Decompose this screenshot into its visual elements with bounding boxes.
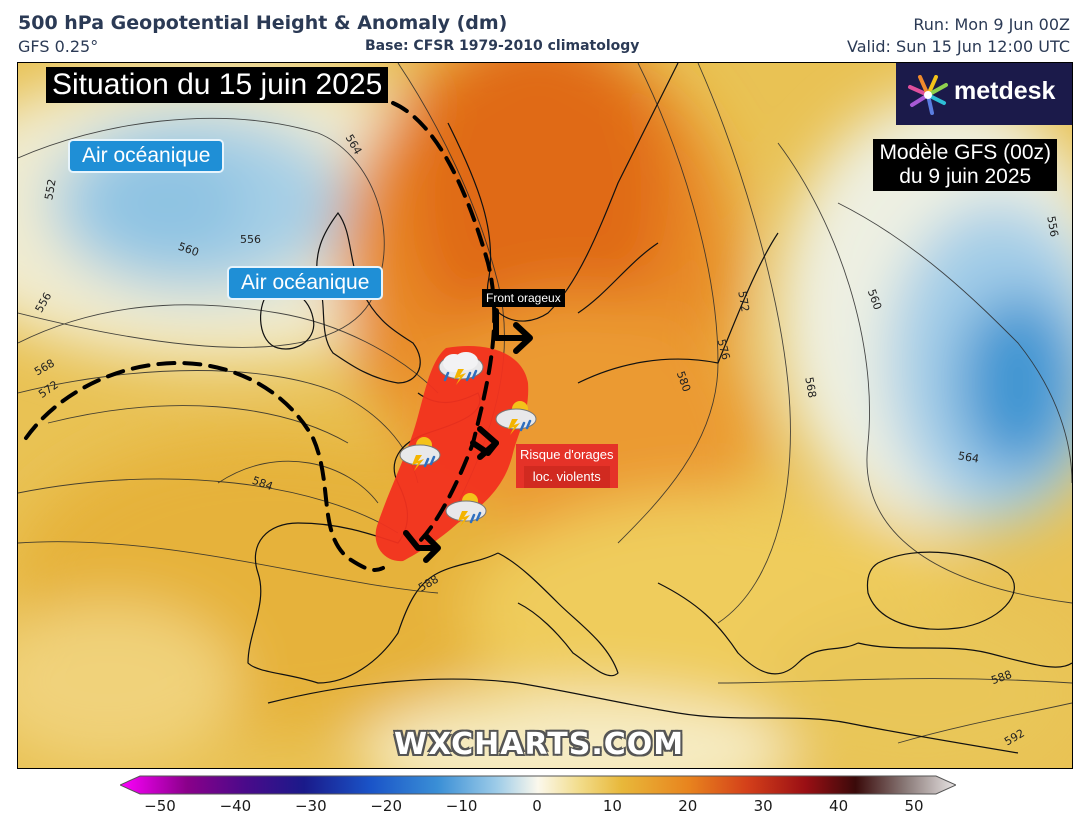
valid-time-label: Valid: Sun 15 Jun 12:00 UTC — [847, 37, 1070, 56]
model-run-line: Modèle GFS (00z) — [879, 141, 1051, 164]
colorbar-tick-label: 30 — [753, 797, 773, 815]
colorbar-tick-label: −10 — [445, 797, 478, 815]
storm-risk-detail: loc. violents — [523, 466, 610, 488]
sun-storm-cloud-icon — [445, 493, 487, 527]
storm-risk-zone — [375, 346, 529, 562]
colorbar-tick-label: −40 — [219, 797, 252, 815]
chart-title: 500 hPa Geopotential Height & Anomaly (d… — [18, 12, 508, 34]
storm-risk-label: Risque d'orages loc. violents — [516, 444, 618, 488]
sun-storm-cloud-icon — [495, 401, 537, 435]
model-run-date: du 9 juin 2025 — [899, 165, 1032, 188]
storm-risk-line: Risque d'orages — [516, 444, 618, 466]
climatology-base-label: Base: CFSR 1979-2010 climatology — [365, 38, 640, 54]
colorbar-tick-label: 0 — [532, 797, 542, 815]
colorbar-tick-label: 20 — [678, 797, 698, 815]
model-label: GFS 0.25° — [18, 37, 99, 56]
model-run-box: Modèle GFS (00z) du 9 juin 2025 — [873, 139, 1057, 191]
metdesk-logo-icon — [908, 75, 948, 115]
colorbar-tick-label: −50 — [144, 797, 176, 815]
ocean-air-label: Air océanique — [68, 139, 225, 173]
colorbar-tick-label: 40 — [829, 797, 849, 815]
metdesk-logo-text: metdesk — [954, 77, 1056, 105]
wxcharts-watermark: WXCHARTS.COM — [394, 727, 685, 762]
storm-front-label: Front orageux — [482, 289, 565, 307]
colorbar-tick-label: −30 — [294, 797, 327, 815]
sun-storm-cloud-icon — [399, 437, 441, 471]
ocean-air-label: Air océanique — [227, 266, 384, 300]
colorbar-tick-label: −20 — [370, 797, 403, 815]
anomaly-colorbar — [120, 775, 956, 795]
contour-label: 556 — [240, 233, 261, 246]
colorbar-tick-label: 50 — [904, 797, 924, 815]
run-time-label: Run: Mon 9 Jun 00Z — [913, 15, 1070, 34]
storm-cloud-icon — [438, 352, 484, 385]
weather-map[interactable]: 552 564 556 560 556 568 572 584 588 572 … — [17, 62, 1073, 769]
colorbar-tick-label: 10 — [602, 797, 622, 815]
metdesk-logo[interactable]: metdesk — [896, 63, 1072, 125]
situation-title: Situation du 15 juin 2025 — [46, 67, 389, 103]
